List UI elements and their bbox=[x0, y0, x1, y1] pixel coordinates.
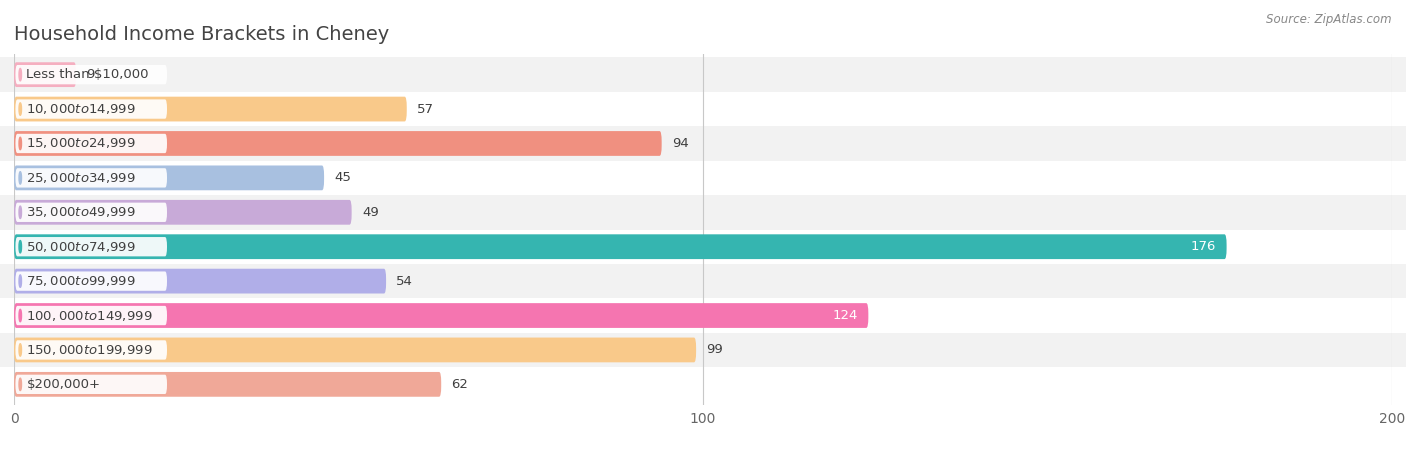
FancyBboxPatch shape bbox=[15, 168, 167, 188]
Circle shape bbox=[20, 206, 21, 219]
FancyBboxPatch shape bbox=[14, 269, 387, 293]
FancyBboxPatch shape bbox=[15, 237, 167, 256]
Circle shape bbox=[20, 378, 21, 391]
FancyBboxPatch shape bbox=[15, 375, 167, 394]
Text: $150,000 to $199,999: $150,000 to $199,999 bbox=[27, 343, 153, 357]
FancyBboxPatch shape bbox=[14, 62, 76, 87]
FancyBboxPatch shape bbox=[0, 367, 1406, 401]
FancyBboxPatch shape bbox=[15, 202, 167, 222]
Text: $35,000 to $49,999: $35,000 to $49,999 bbox=[27, 205, 136, 219]
FancyBboxPatch shape bbox=[14, 234, 1226, 259]
Circle shape bbox=[20, 172, 21, 184]
Circle shape bbox=[20, 137, 21, 150]
Text: 99: 99 bbox=[706, 343, 723, 356]
FancyBboxPatch shape bbox=[0, 126, 1406, 161]
FancyBboxPatch shape bbox=[14, 131, 662, 156]
FancyBboxPatch shape bbox=[0, 92, 1406, 126]
Circle shape bbox=[20, 68, 21, 81]
FancyBboxPatch shape bbox=[0, 195, 1406, 230]
Text: $50,000 to $74,999: $50,000 to $74,999 bbox=[27, 240, 136, 254]
FancyBboxPatch shape bbox=[14, 166, 325, 190]
Circle shape bbox=[20, 275, 21, 287]
Circle shape bbox=[20, 344, 21, 356]
Text: $75,000 to $99,999: $75,000 to $99,999 bbox=[27, 274, 136, 288]
Text: 49: 49 bbox=[361, 206, 378, 219]
Text: 57: 57 bbox=[418, 103, 434, 116]
Text: 94: 94 bbox=[672, 137, 689, 150]
FancyBboxPatch shape bbox=[0, 58, 1406, 92]
FancyBboxPatch shape bbox=[0, 333, 1406, 367]
FancyBboxPatch shape bbox=[14, 303, 869, 328]
Text: 176: 176 bbox=[1191, 240, 1216, 253]
Circle shape bbox=[20, 103, 21, 115]
Text: $25,000 to $34,999: $25,000 to $34,999 bbox=[27, 171, 136, 185]
FancyBboxPatch shape bbox=[0, 230, 1406, 264]
Text: $10,000 to $14,999: $10,000 to $14,999 bbox=[27, 102, 136, 116]
Text: Source: ZipAtlas.com: Source: ZipAtlas.com bbox=[1267, 14, 1392, 27]
Text: $15,000 to $24,999: $15,000 to $24,999 bbox=[27, 136, 136, 150]
FancyBboxPatch shape bbox=[0, 161, 1406, 195]
FancyBboxPatch shape bbox=[0, 264, 1406, 298]
FancyBboxPatch shape bbox=[14, 338, 696, 362]
Text: 45: 45 bbox=[335, 171, 352, 184]
Text: $100,000 to $149,999: $100,000 to $149,999 bbox=[27, 309, 153, 323]
FancyBboxPatch shape bbox=[14, 97, 406, 122]
Circle shape bbox=[20, 240, 21, 253]
Text: 9: 9 bbox=[86, 68, 94, 81]
FancyBboxPatch shape bbox=[14, 372, 441, 397]
Text: 54: 54 bbox=[396, 274, 413, 288]
Text: 62: 62 bbox=[451, 378, 468, 391]
Text: $200,000+: $200,000+ bbox=[27, 378, 100, 391]
Circle shape bbox=[20, 309, 21, 322]
Text: Less than $10,000: Less than $10,000 bbox=[27, 68, 149, 81]
FancyBboxPatch shape bbox=[15, 99, 167, 119]
Text: Household Income Brackets in Cheney: Household Income Brackets in Cheney bbox=[14, 25, 389, 44]
FancyBboxPatch shape bbox=[14, 200, 352, 225]
FancyBboxPatch shape bbox=[0, 298, 1406, 333]
Text: 124: 124 bbox=[832, 309, 858, 322]
FancyBboxPatch shape bbox=[15, 340, 167, 360]
FancyBboxPatch shape bbox=[15, 134, 167, 153]
FancyBboxPatch shape bbox=[15, 271, 167, 291]
FancyBboxPatch shape bbox=[15, 65, 167, 84]
FancyBboxPatch shape bbox=[15, 306, 167, 325]
